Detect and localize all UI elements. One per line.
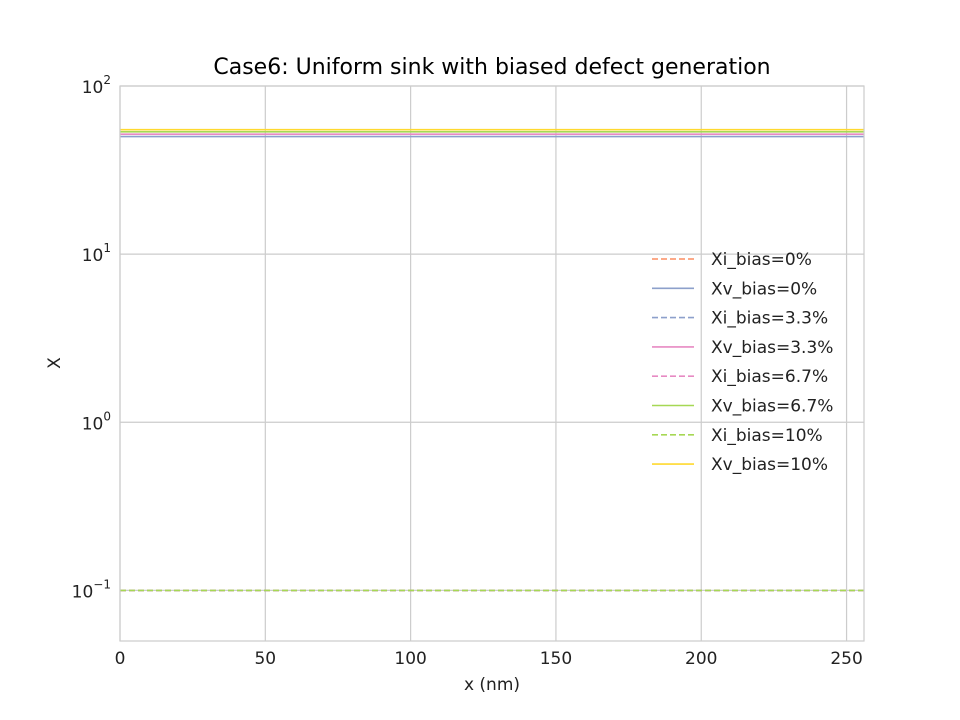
y-tick-label: 102 <box>82 73 111 98</box>
x-tick-label: 250 <box>830 649 862 669</box>
y-tick-label: 10−1 <box>72 577 111 602</box>
series-lines <box>120 128 864 592</box>
legend: Xi_bias=0% Xv_bias=0% Xi_bias=3.3% Xv_bias=… <box>652 250 833 475</box>
x-tick-label: 150 <box>540 649 572 669</box>
plot-frame <box>119 85 865 642</box>
legend-label: Xv_bias=6.7% <box>711 397 833 417</box>
x-tick-label: 200 <box>685 649 717 669</box>
y-tick-label: 101 <box>82 241 111 266</box>
x-tick-label: 0 <box>115 649 126 669</box>
legend-label: Xi_bias=0% <box>711 250 812 270</box>
legend-label: Xv_bias=10% <box>711 455 828 475</box>
x-tick-labels: 0 50 100 150 200 250 <box>115 649 863 669</box>
y-tick-labels: 10−1 100 101 102 <box>72 73 111 602</box>
legend-label: Xv_bias=3.3% <box>711 338 833 358</box>
chart-title: Case6: Uniform sink with biased defect g… <box>213 55 770 80</box>
legend-label: Xi_bias=6.7% <box>711 367 828 387</box>
y-axis-label: X <box>45 357 65 369</box>
y-tick-label: 100 <box>82 409 111 434</box>
legend-label: Xi_bias=3.3% <box>711 309 828 329</box>
grid-lines <box>119 85 864 641</box>
x-tick-label: 50 <box>254 649 276 669</box>
legend-label: Xv_bias=0% <box>711 279 817 299</box>
x-axis-label: x (nm) <box>464 675 520 695</box>
x-tick-label: 100 <box>394 649 426 669</box>
legend-label: Xi_bias=10% <box>711 426 823 446</box>
